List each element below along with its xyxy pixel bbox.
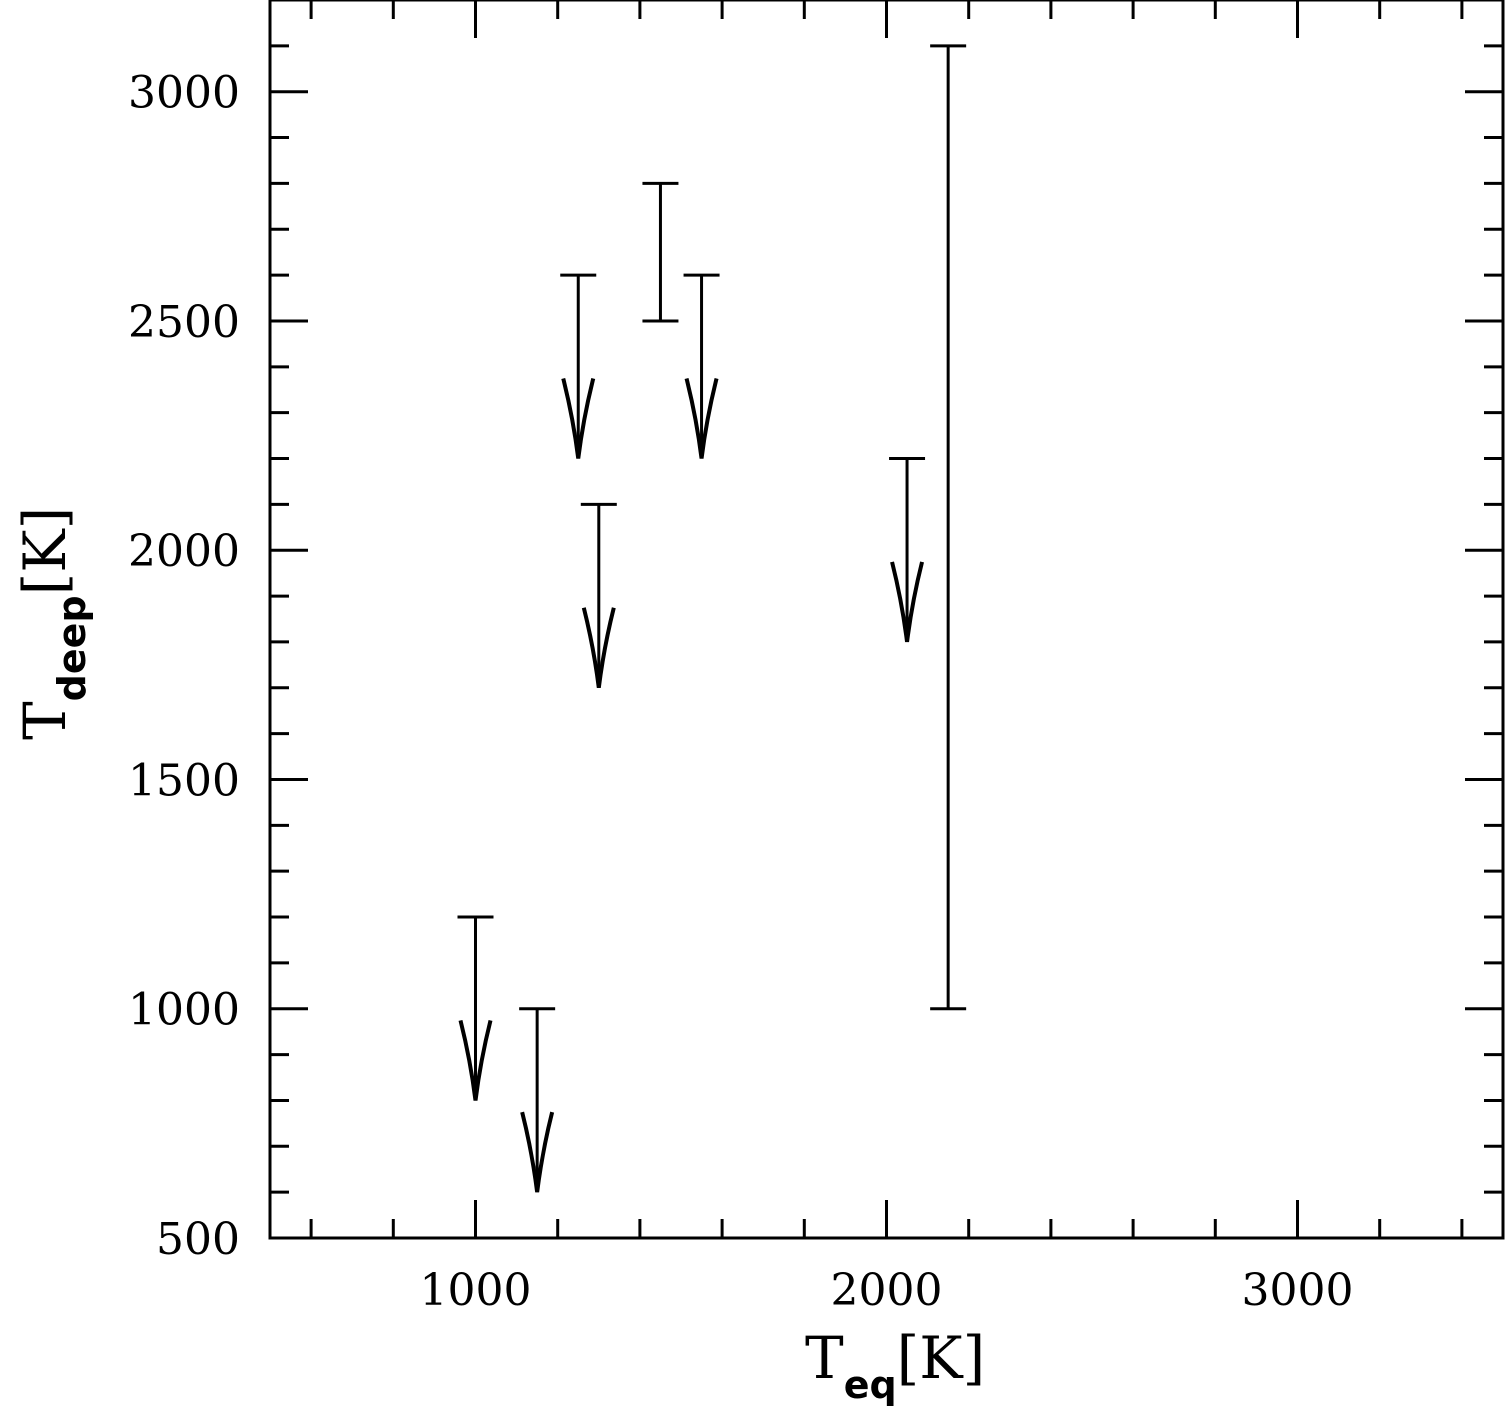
y-axis-label-sub: deep — [50, 595, 94, 701]
x-axis-label-main: T — [805, 1324, 844, 1392]
upper-limit-point — [889, 457, 926, 643]
x-tick-label: 3000 — [1242, 1265, 1354, 1316]
arrow-head — [561, 378, 596, 459]
x-axis-label-sub: eq — [844, 1363, 897, 1407]
y-axis-label: Tdeep[K] — [11, 507, 94, 740]
y-tick-label: 2000 — [128, 526, 240, 577]
x-tick-label: 2000 — [831, 1265, 943, 1316]
plot-frame — [268, 0, 1505, 1240]
x-tick-label: 1000 — [420, 1265, 532, 1316]
arrow-head — [581, 607, 616, 689]
y-tick-label: 1000 — [128, 985, 240, 1036]
y-tick-label: 1500 — [128, 755, 240, 806]
upper-limit-point — [519, 1007, 556, 1193]
y-tick-label: 2500 — [128, 297, 240, 348]
upper-limit-point — [560, 273, 597, 459]
y-axis-label-unit: [K] — [11, 507, 79, 596]
arrow-head — [458, 1019, 493, 1101]
x-axis-label-unit: [K] — [897, 1324, 986, 1392]
upper-limit-point — [457, 915, 494, 1101]
upper-limit-point — [580, 502, 617, 689]
x-axis-label: Teq[K] — [805, 1324, 985, 1407]
arrow-head — [890, 561, 924, 643]
range-point — [930, 44, 967, 1011]
data-marks — [457, 44, 967, 1193]
arrow-head — [520, 1111, 555, 1193]
arrow-head — [684, 378, 719, 459]
y-tick-label: 500 — [156, 1214, 240, 1265]
y-axis-label-main: T — [11, 701, 79, 740]
tick-labels: 1000 2000 3000 500 1000 1500 2000 2500 3000 — [128, 68, 1353, 1316]
upper-limit-point — [683, 273, 720, 459]
axis-ticks — [270, 0, 1503, 1240]
range-point — [642, 181, 679, 323]
y-tick-label: 3000 — [128, 68, 240, 119]
